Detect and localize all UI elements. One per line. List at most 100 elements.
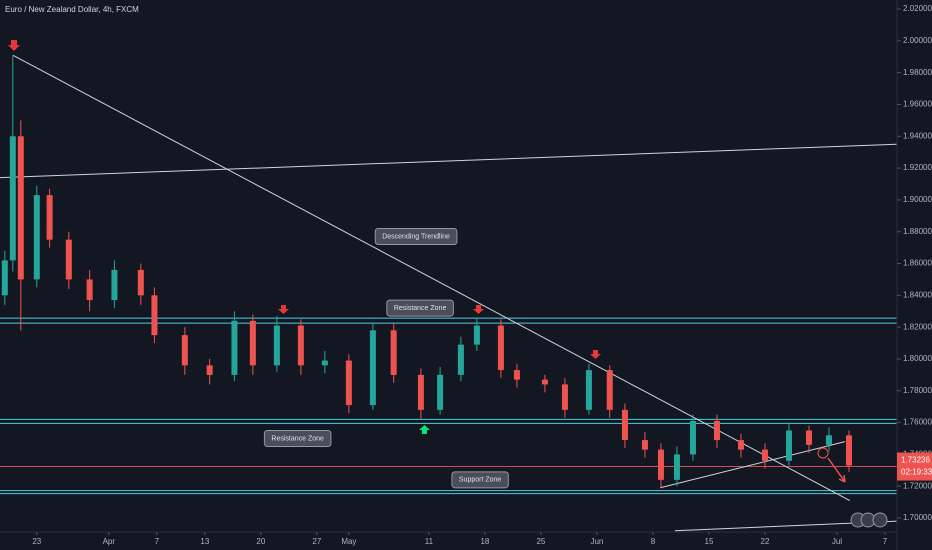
candle-body <box>845 435 852 466</box>
trendline <box>12 54 851 501</box>
candle-body <box>825 435 832 445</box>
x-tick-label: 23 <box>32 537 41 546</box>
highlight-circle <box>817 447 829 459</box>
candle-body <box>497 325 504 371</box>
trendline <box>0 143 898 179</box>
candle-body <box>641 440 648 450</box>
candle-body <box>761 449 768 461</box>
candle-body <box>417 374 424 410</box>
x-tick-label: 27 <box>312 537 321 546</box>
x-tick-label: 8 <box>651 537 656 546</box>
y-tick-label: 1.86000 <box>903 259 932 268</box>
annotation-box <box>386 299 454 317</box>
candle-body <box>785 430 792 461</box>
y-tick-label: 1.90000 <box>903 195 932 204</box>
candle-body <box>513 370 520 380</box>
candle-body <box>249 320 256 366</box>
candle-body <box>1 260 8 296</box>
down-arrow <box>473 305 484 314</box>
annotation-box <box>451 471 509 489</box>
candle-body <box>689 420 696 455</box>
x-tick-label: 20 <box>256 537 265 546</box>
y-tick-label: 2.02000 <box>903 4 932 13</box>
candle-body <box>673 454 680 480</box>
down-arrow <box>590 350 601 359</box>
event-icons <box>850 512 888 528</box>
x-tick-label: Jul <box>832 537 842 546</box>
y-tick-label: 1.82000 <box>903 322 932 331</box>
x-tick-label: 18 <box>480 537 489 546</box>
y-tick-label: 1.72000 <box>903 481 932 490</box>
candle-body <box>737 440 744 450</box>
y-tick-label: 1.92000 <box>903 163 932 172</box>
candle-body <box>33 195 40 280</box>
x-tick-label: 15 <box>705 537 714 546</box>
candle-body <box>345 360 352 406</box>
y-tick-label: 1.84000 <box>903 290 932 299</box>
candle-body <box>231 320 238 375</box>
annotation-text: Resistance Zone <box>394 305 447 312</box>
candle-body <box>541 379 548 385</box>
down-arrow <box>8 40 20 51</box>
candle-body <box>657 449 664 480</box>
candle-body <box>713 420 720 441</box>
candle-body <box>457 344 464 375</box>
up-arrow <box>419 425 430 434</box>
x-tick-label: May <box>341 537 356 546</box>
countdown: 02:19:33 <box>901 468 932 477</box>
candle-body <box>437 374 444 410</box>
y-tick-label: 1.98000 <box>903 68 932 77</box>
y-tick-label: 1.78000 <box>903 386 932 395</box>
annotation-text: Descending Trendline <box>382 233 450 240</box>
candle-body <box>369 330 376 406</box>
projection-arrow <box>827 457 846 483</box>
candle-body <box>297 325 304 366</box>
price-label-box <box>897 452 932 481</box>
candle-body <box>273 325 280 366</box>
candle-body <box>621 409 628 441</box>
x-tick-label: 11 <box>425 537 434 546</box>
candle-body <box>561 384 568 410</box>
annotation-box <box>263 429 332 447</box>
y-tick-label: 1.70000 <box>903 513 932 522</box>
candle-body <box>390 330 397 375</box>
x-tick-label: 7 <box>883 537 888 546</box>
candle-body <box>206 365 213 375</box>
x-tick-label: Apr <box>103 537 116 546</box>
down-arrow <box>278 305 289 314</box>
candle-body <box>86 279 93 301</box>
annotation-box <box>374 227 458 245</box>
y-tick-label: 2.00000 <box>903 36 932 45</box>
candle-body <box>65 239 72 280</box>
annotation-text: Support Zone <box>459 477 502 484</box>
x-tick-label: 22 <box>761 537 770 546</box>
y-tick-label: 1.96000 <box>903 100 932 109</box>
y-tick-label: 1.76000 <box>903 418 932 427</box>
candle-body <box>321 360 328 366</box>
candle-body <box>17 136 24 280</box>
candle-body <box>151 295 158 336</box>
price-label: 1.73236 <box>901 456 930 465</box>
y-tick-label: 1.80000 <box>903 354 932 363</box>
annotation-text: Resistance Zone <box>271 435 324 442</box>
x-tick-label: Jun <box>590 537 603 546</box>
y-tick-label: 1.94000 <box>903 131 932 140</box>
candle-body <box>181 335 188 366</box>
x-tick-label: 7 <box>155 537 160 546</box>
candle-body <box>473 325 480 345</box>
x-tick-label: 25 <box>536 537 545 546</box>
candle-body <box>46 195 53 240</box>
plot-layer: Descending Trendline Resistance Zone Resis… <box>0 54 898 532</box>
candle-body <box>805 430 812 445</box>
x-tick-label: 13 <box>200 537 209 546</box>
trendline <box>660 441 846 489</box>
chart-title: Euro / New Zealand Dollar, 4h, FXCM <box>5 5 139 14</box>
candle-body <box>137 269 144 296</box>
candle-body <box>111 269 118 301</box>
candle-body <box>606 370 613 410</box>
candle-body <box>9 136 16 261</box>
y-tick-label: 1.88000 <box>903 227 932 236</box>
candle-body <box>585 370 592 410</box>
event-icon[interactable] <box>872 512 888 528</box>
